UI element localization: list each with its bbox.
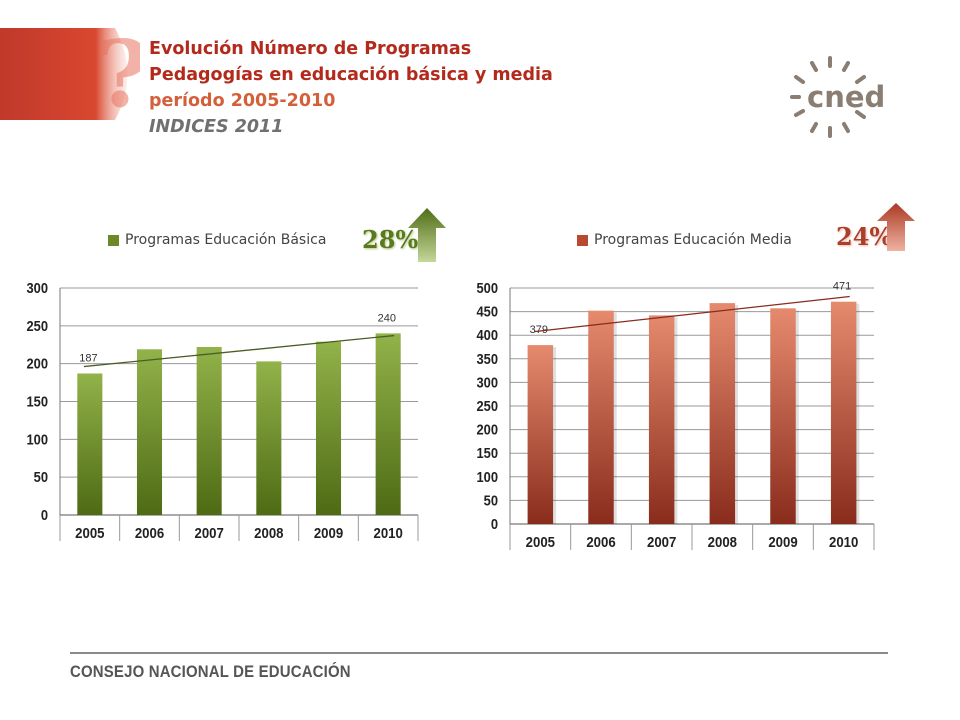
bar bbox=[830, 301, 857, 524]
trendline bbox=[83, 334, 395, 368]
data-label: 379 bbox=[530, 324, 548, 336]
chart-basica: 0 50 100 150 200 250 300 2005 187 2006 2007 2008 200… bbox=[27, 279, 419, 541]
legend-swatch bbox=[108, 234, 119, 246]
bar bbox=[709, 303, 736, 524]
x-tick-label: 2008 bbox=[254, 524, 283, 541]
y-tick-label: 200 bbox=[27, 355, 49, 372]
data-label: 240 bbox=[378, 312, 396, 324]
y-tick-label: 100 bbox=[27, 430, 49, 447]
legend-swatch bbox=[577, 234, 588, 246]
growth-badge-media: 24% bbox=[836, 222, 893, 251]
up-arrow-icon bbox=[408, 208, 446, 262]
y-tick-label: 200 bbox=[477, 421, 499, 438]
sunburst-logo-icon bbox=[790, 56, 866, 138]
bar bbox=[77, 373, 103, 515]
y-tick-label: 450 bbox=[477, 303, 499, 320]
y-tick-label: 0 bbox=[491, 515, 498, 532]
y-tick-label: 300 bbox=[27, 279, 49, 296]
title-line-2: Pedagogías en educación básica y media bbox=[149, 65, 553, 85]
y-tick-label: 0 bbox=[41, 506, 48, 523]
title-line-4: INDICES 2011 bbox=[149, 117, 284, 137]
y-tick-label: 50 bbox=[34, 468, 49, 485]
x-tick-label: 2005 bbox=[75, 524, 104, 541]
x-tick-label: 2006 bbox=[135, 524, 164, 541]
y-tick-label: 500 bbox=[477, 279, 499, 296]
logo-text: cned bbox=[807, 80, 885, 114]
footer-text: CONSEJO NACIONAL DE EDUCACIÓN bbox=[70, 662, 351, 681]
chart-media: 0 50 100 150 200 250 300 350 400 450 500 2005 379 200… bbox=[477, 279, 875, 550]
x-tick-label: 2009 bbox=[314, 524, 343, 541]
growth-badge-basica: 28% bbox=[362, 225, 419, 254]
bar bbox=[375, 333, 401, 515]
up-arrow-icon bbox=[877, 203, 915, 251]
svg-text:?: ? bbox=[96, 28, 140, 120]
y-tick-label: 50 bbox=[484, 491, 499, 508]
x-tick-label: 2010 bbox=[829, 533, 858, 550]
bar bbox=[770, 308, 796, 524]
x-tick-label: 2010 bbox=[374, 524, 403, 541]
y-tick-label: 150 bbox=[477, 444, 499, 461]
y-tick-label: 350 bbox=[477, 350, 499, 367]
y-tick-label: 300 bbox=[477, 373, 499, 390]
x-tick-label: 2008 bbox=[708, 533, 737, 550]
bar bbox=[315, 341, 342, 515]
legend-basica: Programas Educación Básica bbox=[108, 232, 326, 248]
title-block: Evolución Número de Programas Pedagogías… bbox=[149, 36, 553, 140]
title-line-3: período 2005-2010 bbox=[149, 91, 336, 111]
y-tick-label: 250 bbox=[477, 397, 499, 414]
title-line-1: Evolución Número de Programas bbox=[149, 39, 472, 59]
legend-label: Programas Educación Media bbox=[594, 232, 792, 248]
legend-media: Programas Educación Media bbox=[577, 232, 792, 248]
corner-decoration: ? bbox=[0, 28, 140, 120]
x-tick-label: 2006 bbox=[586, 533, 615, 550]
bar bbox=[136, 349, 163, 515]
cned-logo: cned bbox=[790, 56, 885, 138]
x-tick-label: 2009 bbox=[768, 533, 797, 550]
x-tick-label: 2007 bbox=[647, 533, 676, 550]
bar bbox=[648, 315, 675, 524]
trendline bbox=[534, 295, 850, 333]
legend-label: Programas Educación Básica bbox=[125, 232, 327, 248]
bar bbox=[527, 345, 554, 524]
y-tick-label: 100 bbox=[477, 468, 499, 485]
bar bbox=[588, 310, 614, 524]
x-tick-label: 2007 bbox=[195, 524, 224, 541]
footer-divider bbox=[70, 652, 888, 654]
x-tick-label: 2005 bbox=[526, 533, 555, 550]
y-tick-label: 150 bbox=[27, 393, 49, 410]
y-tick-label: 250 bbox=[27, 317, 49, 334]
data-label: 187 bbox=[79, 353, 97, 365]
bar bbox=[196, 347, 222, 515]
data-label: 471 bbox=[833, 281, 851, 293]
y-tick-label: 400 bbox=[477, 326, 499, 343]
bar bbox=[256, 361, 282, 515]
